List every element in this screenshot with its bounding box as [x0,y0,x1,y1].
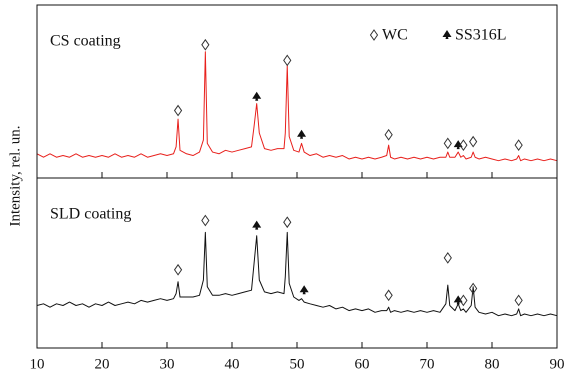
peak-marker [384,289,393,302]
peak-marker [252,91,262,101]
x-tick-label: 80 [485,356,500,372]
legend-marker [369,29,379,41]
x-tick-label: 50 [290,356,305,372]
y-axis-label: Intensity, rel. un. [7,125,23,226]
legend-marker [442,30,452,39]
peak-marker [459,139,468,152]
peak-marker [297,129,307,139]
plot-frame [36,4,558,349]
panel-label: CS coating [50,33,121,50]
peak-marker [283,216,292,229]
x-tick-label: 20 [95,356,110,372]
peak-marker [459,294,468,307]
series-line [36,51,558,162]
peak-marker [443,137,452,150]
peak-marker [201,38,210,51]
peak-marker [283,54,292,67]
legend-label: WC [382,27,408,44]
peak-marker [514,294,523,307]
panel-label: SLD coating [50,206,131,223]
x-tick-label: 90 [550,356,565,372]
peak-marker [299,285,309,295]
peak-marker [252,220,262,230]
peak-marker [453,295,463,305]
x-tick-label: 70 [420,356,435,372]
series-line [36,231,558,317]
x-tick-label: 30 [160,356,175,372]
x-tick-label: 10 [30,356,45,372]
peak-marker [469,135,478,148]
legend-label: SS316L [455,27,507,44]
peak-marker [201,214,210,227]
peak-marker [173,104,183,117]
x-tick-label: 40 [225,356,240,372]
peak-marker [453,140,463,150]
x-tick-label: 60 [355,356,370,372]
peak-marker [443,252,452,264]
peak-marker [469,282,478,295]
peak-marker [514,139,523,152]
peak-marker [173,263,183,276]
peak-marker [384,128,393,141]
